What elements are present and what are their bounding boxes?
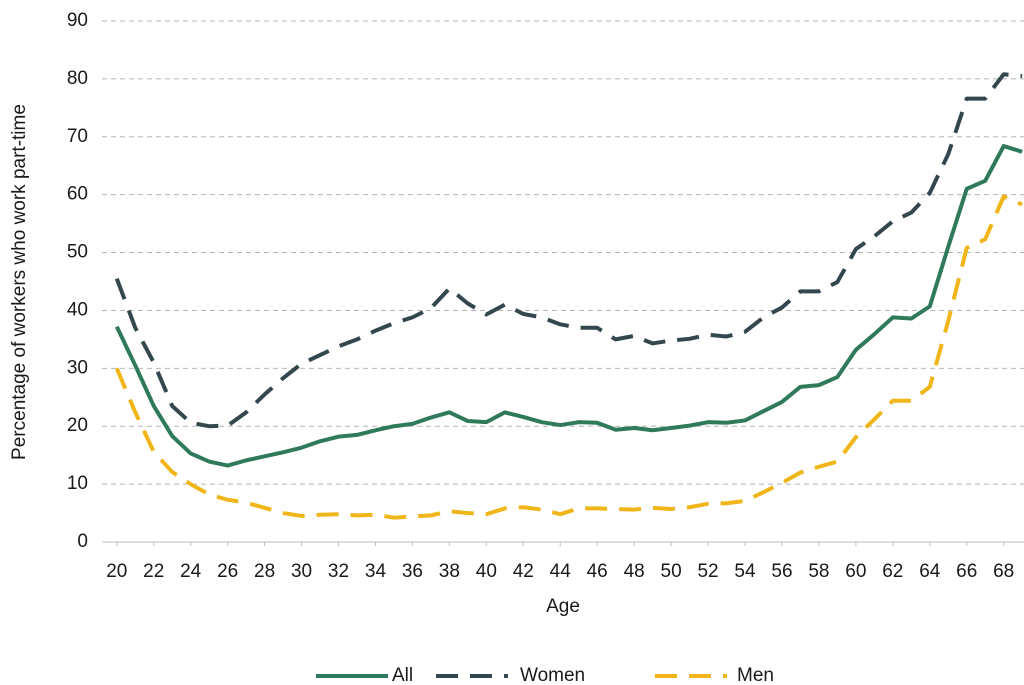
x-tick-label: 24 <box>180 561 202 582</box>
x-tick-label: 56 <box>771 561 792 582</box>
y-tick-label: 10 <box>67 473 88 494</box>
x-tick-label: 28 <box>254 561 275 582</box>
legend-label: Women <box>520 665 585 685</box>
y-tick-label: 90 <box>67 10 88 31</box>
y-axis-label: Percentage of workers who work part-time <box>9 104 30 460</box>
x-axis-label: Age <box>546 596 580 617</box>
y-tick-label: 20 <box>67 415 88 436</box>
y-tick-label: 80 <box>67 68 88 89</box>
y-tick-label: 30 <box>67 357 88 378</box>
x-tick-label: 36 <box>402 561 423 582</box>
y-tick-label: 70 <box>67 126 88 147</box>
x-tick-label: 20 <box>106 561 127 582</box>
series-line <box>114 194 1023 520</box>
x-tick-label: 68 <box>993 561 1014 582</box>
x-tick-label: 26 <box>217 561 238 582</box>
x-tick-label: 38 <box>439 561 460 582</box>
series-line <box>114 72 1023 429</box>
x-tick-label: 60 <box>845 561 866 582</box>
x-tick-label: 22 <box>143 561 164 582</box>
x-tick-label: 34 <box>365 561 387 582</box>
y-tick-label: 50 <box>67 242 88 263</box>
x-tick-label: 48 <box>624 561 645 582</box>
legend-label: All <box>392 665 413 685</box>
x-tick-label: 30 <box>291 561 312 582</box>
x-tick-label: 46 <box>587 561 608 582</box>
x-tick-label: 40 <box>476 561 497 582</box>
legend-label: Men <box>737 665 774 685</box>
y-tick-label: 40 <box>67 299 88 320</box>
y-tick-label: 0 <box>77 531 88 552</box>
x-tick-label: 32 <box>328 561 349 582</box>
x-tick-label: 52 <box>697 561 718 582</box>
x-tick-label: 50 <box>661 561 682 582</box>
x-tick-label: 58 <box>808 561 829 582</box>
x-tick-label: 64 <box>919 561 941 582</box>
x-tick-label: 54 <box>734 561 756 582</box>
series-line <box>114 144 1023 468</box>
x-tick-label: 62 <box>882 561 903 582</box>
x-tick-label: 44 <box>550 561 572 582</box>
y-tick-label: 60 <box>67 184 88 205</box>
x-tick-label: 42 <box>513 561 534 582</box>
x-tick-label: 66 <box>956 561 977 582</box>
